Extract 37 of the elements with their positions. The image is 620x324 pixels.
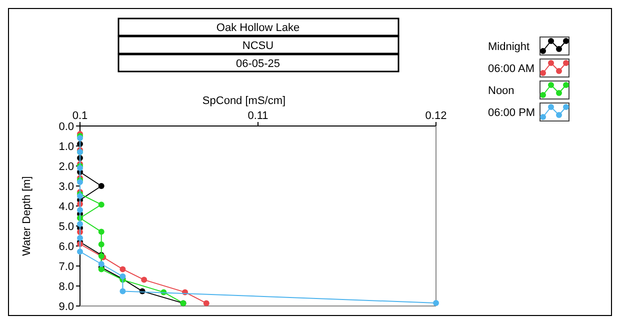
y-tick-label: 3.0 (58, 181, 74, 193)
chart-title: Oak Hollow Lake (216, 22, 300, 34)
point (77, 235, 83, 241)
point (77, 248, 83, 255)
y-tick-label: 5.0 (58, 221, 74, 233)
y-axis-title: Water Depth [m] (21, 176, 33, 256)
point (98, 202, 104, 208)
point (77, 221, 83, 227)
point (203, 300, 210, 306)
x-axis-title: SpCond [mS/cm] (202, 95, 286, 107)
y-tick-label: 2.0 (58, 161, 74, 173)
legend-label: Noon (488, 85, 514, 97)
y-tick-label: 9.0 (58, 301, 74, 313)
y-tick-label: 8.0 (58, 281, 74, 293)
x-tick-label: 0.1 (72, 110, 88, 122)
y-tick-label: 7.0 (58, 261, 74, 273)
legend-label: 06:00 PM (488, 107, 536, 119)
point (98, 241, 104, 248)
point (98, 183, 104, 189)
x-tick-label: 0.12 (425, 110, 447, 122)
point (141, 276, 148, 283)
chart-subtitle: NCSU (242, 40, 274, 52)
legend-label: Midnight (488, 41, 530, 53)
point (98, 228, 104, 235)
point (433, 300, 439, 306)
y-tick-label: 4.0 (58, 201, 74, 213)
y-tick-label: 1.0 (58, 141, 74, 153)
legend-label: 06:00 AM (488, 63, 534, 75)
point (120, 266, 126, 272)
y-tick-label: 6.0 (58, 241, 74, 253)
point (98, 261, 104, 267)
text: 06-05-25 (236, 58, 280, 70)
x-tick-label: 0.11 (248, 110, 268, 122)
y-tick-label: 0.0 (58, 121, 74, 133)
point (77, 207, 83, 213)
point (120, 273, 126, 280)
point (120, 288, 126, 294)
